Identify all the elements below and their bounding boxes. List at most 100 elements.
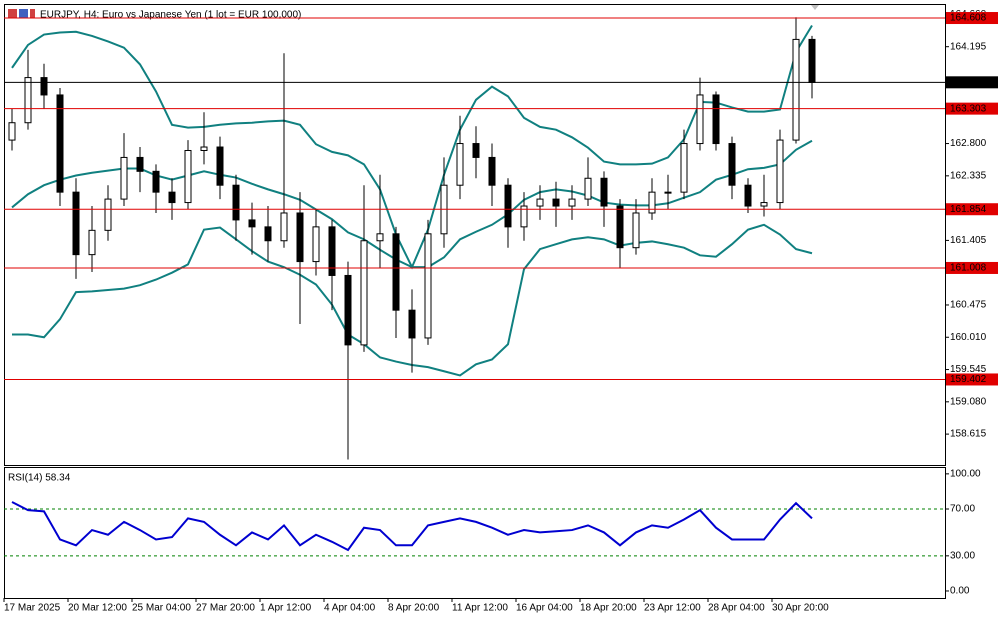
price-level-tag	[946, 373, 998, 386]
candle-body	[328, 226, 336, 276]
candle-body	[168, 191, 176, 204]
candle-body	[648, 191, 656, 214]
candle-body	[456, 143, 464, 186]
price-level-tag	[946, 102, 998, 115]
candle-body	[216, 146, 224, 186]
x-tick-label: 16 Apr 04:00	[516, 603, 573, 614]
price-level-label: 161.008	[950, 263, 987, 274]
candle-body	[680, 143, 688, 193]
candle-body	[600, 177, 608, 207]
x-tick-label: 23 Apr 12:00	[644, 603, 701, 614]
y-tick-label: 161.405	[950, 235, 987, 246]
candle-body	[200, 146, 208, 151]
icon-part	[30, 9, 35, 18]
candle-body	[248, 219, 256, 228]
candle-body	[760, 202, 768, 207]
candle-body	[56, 94, 64, 193]
y-tick-label: 162.335	[950, 170, 987, 181]
chart-title: EURJPY, H4: Euro vs Japanese Yen (1 lot …	[40, 10, 301, 21]
x-tick-label: 1 Apr 12:00	[260, 603, 312, 614]
candle-body	[744, 184, 752, 207]
candle-body	[536, 198, 544, 207]
price-level-tag	[946, 76, 998, 89]
y-tick-label: 159.545	[950, 364, 987, 375]
candle-body	[72, 191, 80, 256]
candle-body	[728, 143, 736, 186]
candle-body	[488, 156, 496, 186]
price-level-tag	[946, 12, 998, 25]
y-tick-label: 164.195	[950, 41, 987, 52]
candle-body	[584, 177, 592, 200]
candle-body	[312, 226, 320, 263]
price-level-label: 164.608	[950, 13, 987, 24]
candle-body	[424, 233, 432, 339]
rsi-title: RSI(14) 58.34	[8, 473, 71, 484]
y-tick-label: 100.00	[950, 468, 981, 479]
price-level-tag	[946, 261, 998, 274]
candle-body	[296, 212, 304, 263]
candle-body	[696, 94, 704, 145]
y-tick-label: 160.475	[950, 300, 987, 311]
x-tick-label: 20 Mar 12:00	[68, 603, 127, 614]
candle-body	[376, 233, 384, 242]
y-tick-label: 70.00	[950, 504, 975, 515]
candle-body	[152, 170, 160, 193]
candle-body	[280, 212, 288, 242]
price-level-label: 159.402	[950, 374, 987, 385]
candle-body	[232, 184, 240, 221]
rsi-line	[11, 501, 813, 552]
candle-body	[184, 149, 192, 204]
icon-part	[19, 9, 28, 18]
y-tick-label: 159.080	[950, 396, 987, 407]
x-tick-label: 25 Mar 04:00	[132, 603, 191, 614]
bollinger-middle	[11, 139, 813, 269]
price-level-label: 163.682	[950, 77, 987, 88]
candle-body	[792, 38, 800, 141]
candle-body	[712, 94, 720, 145]
candle-body	[104, 198, 112, 231]
candle-body	[40, 77, 48, 96]
y-tick-label: 30.00	[950, 550, 975, 561]
rsi-panel-frame	[4, 467, 946, 599]
candle-body	[520, 205, 528, 228]
candle-body	[808, 38, 816, 83]
y-tick-label: 0.00	[950, 586, 970, 597]
y-tick-label: 160.010	[950, 332, 987, 343]
y-tick-label: 162.800	[950, 138, 987, 149]
candle-body	[408, 309, 416, 339]
candle-body	[120, 156, 128, 200]
candle-body	[392, 233, 400, 311]
candle-body	[88, 229, 96, 256]
candle-body	[344, 274, 352, 346]
icon-part	[8, 9, 17, 18]
candle-body	[568, 198, 576, 207]
candle-body	[664, 191, 672, 194]
main-panel-frame	[4, 4, 946, 466]
toolbar-icon	[8, 9, 35, 18]
y-tick-label: 158.615	[950, 429, 987, 440]
x-tick-label: 30 Apr 20:00	[772, 603, 829, 614]
candle-body	[360, 240, 368, 346]
price-level-label: 163.303	[950, 103, 987, 114]
x-tick-label: 28 Apr 04:00	[708, 603, 765, 614]
x-tick-label: 11 Apr 12:00	[452, 603, 508, 614]
candle-body	[776, 139, 784, 204]
candle-body	[632, 212, 640, 249]
x-tick-label: 8 Apr 20:00	[388, 603, 440, 614]
x-tick-label: 18 Apr 20:00	[580, 603, 637, 614]
candle-body	[552, 198, 560, 207]
candle-body	[8, 122, 16, 141]
candle-body	[136, 156, 144, 172]
candle-body	[616, 205, 624, 249]
price-level-tag	[946, 203, 998, 216]
x-tick-label: 17 Mar 2025	[4, 603, 61, 614]
price-level-label: 161.854	[950, 204, 987, 215]
shift-marker	[811, 5, 819, 10]
candle-body	[472, 143, 480, 158]
x-tick-label: 27 Mar 20:00	[196, 603, 255, 614]
candle-body	[264, 226, 272, 242]
candle-body	[504, 184, 512, 228]
